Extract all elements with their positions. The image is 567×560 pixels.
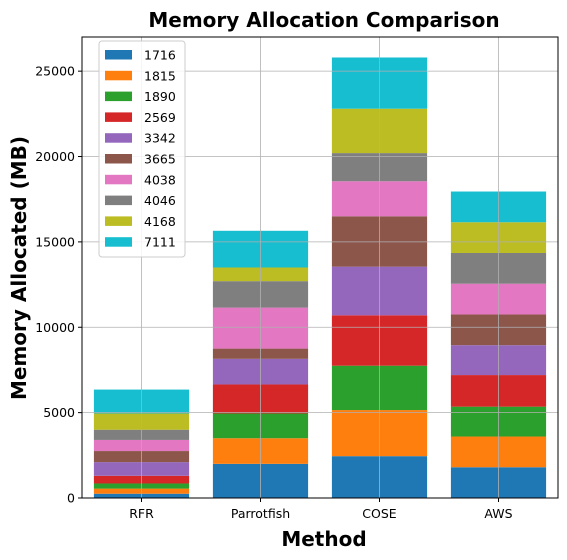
y-tick-label: 0 xyxy=(67,491,75,506)
legend-swatch-4046 xyxy=(105,195,132,206)
plot-border xyxy=(81,36,559,499)
legend-swatch-4168 xyxy=(105,216,132,226)
y-tick-label: 25000 xyxy=(35,64,75,79)
chart-title: Memory Allocation Comparison xyxy=(148,8,499,32)
legend-label-7111: 7111 xyxy=(144,235,176,250)
legend: 1716 1815 1890 2569 3342 3665 4038 4046 4168 7111 xyxy=(98,40,186,258)
y-tick-label: 5000 xyxy=(43,405,75,420)
legend-swatch-1716 xyxy=(105,50,132,60)
legend-label-4038: 4038 xyxy=(144,172,176,187)
x-tick-label-parrotfish: Parrotfish xyxy=(231,506,290,521)
legend-label-4046: 4046 xyxy=(144,193,176,208)
legend-label-1716: 1716 xyxy=(144,48,176,63)
legend-label-3665: 3665 xyxy=(144,152,176,167)
x-axis-label: Method xyxy=(281,527,366,551)
legend-label-1815: 1815 xyxy=(144,68,176,83)
legend-swatch-2569 xyxy=(105,112,132,122)
legend-label-1890: 1890 xyxy=(144,89,176,104)
y-tick-label: 20000 xyxy=(35,149,75,164)
x-tick-label-aws: AWS xyxy=(484,506,512,521)
y-tick-label: 15000 xyxy=(35,234,75,249)
axis-ticks: 0 5000 10000 15000 20000 25000 RFR Parrotfish CO… xyxy=(35,64,512,521)
x-tick-label-cose: COSE xyxy=(362,506,397,521)
legend-label-3342: 3342 xyxy=(144,131,176,146)
plot-frame xyxy=(81,36,559,499)
y-axis-label: Memory Allocated (MB) xyxy=(7,136,31,400)
legend-swatch-1815 xyxy=(105,70,132,81)
y-tick-label: 10000 xyxy=(35,320,75,335)
legend-swatch-3342 xyxy=(105,133,132,143)
x-tick-label-rfr: RFR xyxy=(129,506,154,521)
legend-swatch-3665 xyxy=(105,154,132,164)
legend-swatch-4038 xyxy=(105,174,132,185)
legend-label-2569: 2569 xyxy=(144,110,176,125)
legend-label-4168: 4168 xyxy=(144,214,176,229)
legend-swatch-7111 xyxy=(105,237,132,247)
legend-swatch-1890 xyxy=(105,91,132,102)
